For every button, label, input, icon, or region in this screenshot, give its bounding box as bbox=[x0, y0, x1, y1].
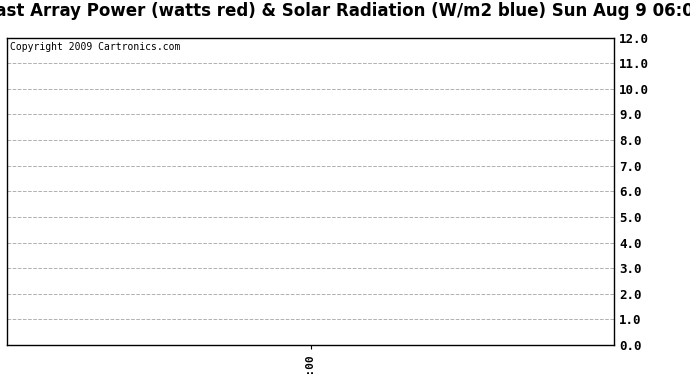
Text: Copyright 2009 Cartronics.com: Copyright 2009 Cartronics.com bbox=[10, 42, 180, 52]
Text: East Array Power (watts red) & Solar Radiation (W/m2 blue) Sun Aug 9 06:01: East Array Power (watts red) & Solar Rad… bbox=[0, 2, 690, 20]
